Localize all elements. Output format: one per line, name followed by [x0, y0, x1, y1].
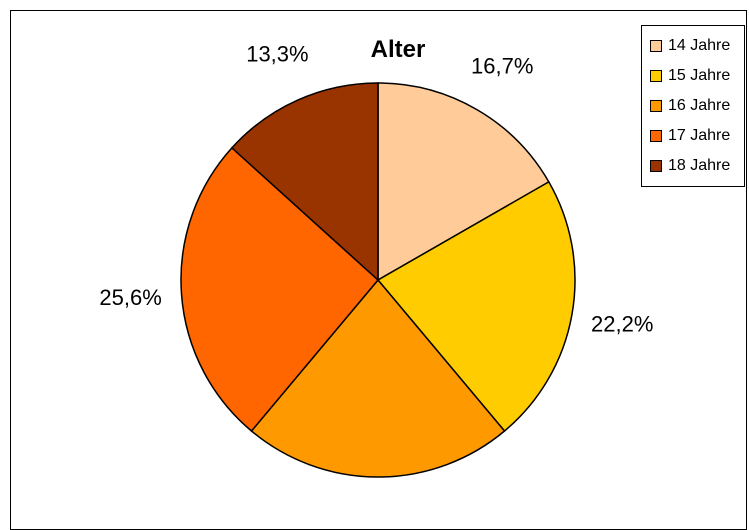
legend-item-2: 15 Jahre	[650, 61, 744, 91]
legend-swatch	[650, 160, 662, 172]
legend-item-3: 16 Jahre	[650, 91, 744, 121]
pie-slice-5	[230, 82, 379, 282]
legend-swatch	[650, 40, 662, 52]
pie-value-labels: 16,7%22,2%22,2%25,6%13,3%	[99, 41, 653, 336]
pie-value-label-1: 16,7%	[471, 53, 533, 78]
legend-item-4: 17 Jahre	[650, 121, 744, 151]
legend-label: 15 Jahre	[668, 67, 731, 84]
legend-swatch	[650, 70, 662, 82]
pie-chart: Alter 16,7%22,2%22,2%25,6%13,3%	[99, 36, 653, 478]
legend-item-5: 18 Jahre	[650, 151, 744, 181]
legend-swatch	[650, 100, 662, 112]
legend-swatch	[650, 130, 662, 142]
legend-label: 16 Jahre	[668, 97, 731, 114]
pie-value-label-4: 25,6%	[99, 285, 161, 310]
pie-slice-3	[250, 278, 506, 478]
pie-slice-1	[377, 82, 550, 282]
chart-title: Alter	[371, 36, 426, 63]
legend: 14 Jahre 15 Jahre 16 Jahre 17 Jahre 18 Jahre	[641, 25, 745, 187]
pie-slice-2	[376, 180, 576, 433]
pie-slice-4	[180, 146, 380, 433]
pie-value-label-2: 22,2%	[591, 311, 653, 336]
pie-value-label-5: 13,3%	[246, 41, 308, 66]
legend-item-1: 14 Jahre	[650, 31, 744, 61]
pie-slices	[180, 82, 576, 478]
legend-label: 14 Jahre	[668, 37, 731, 54]
legend-label: 18 Jahre	[668, 157, 731, 174]
legend-label: 17 Jahre	[668, 127, 731, 144]
